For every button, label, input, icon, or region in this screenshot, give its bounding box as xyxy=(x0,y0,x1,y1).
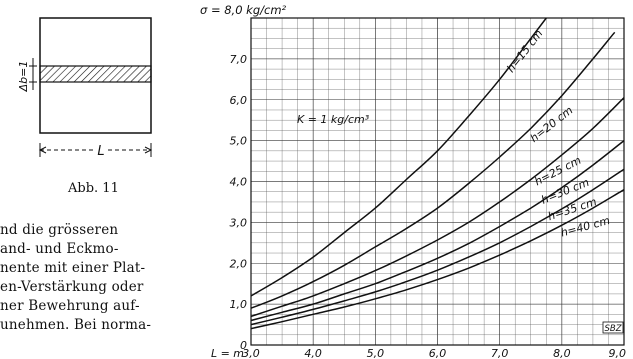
x-tick-label: 6,0 xyxy=(429,347,447,359)
x-tick-label: 7,0 xyxy=(491,347,509,359)
figure-caption: Abb. 11 xyxy=(68,181,119,196)
series-line xyxy=(250,31,616,309)
hatched-strip xyxy=(39,65,152,83)
arrow-right xyxy=(144,146,153,154)
body-line: en-Verstärkung oder xyxy=(0,279,144,295)
x-tick-label: 8,0 xyxy=(553,347,571,359)
x-tick-label: 3,0 xyxy=(242,347,260,359)
y-axis-title: σ = 8,0 kg/cm² xyxy=(200,3,287,17)
stamp-box xyxy=(602,321,624,334)
annotation-k: K = 1 kg/cm³ xyxy=(297,113,370,126)
body-line: and- und Eckmo- xyxy=(0,241,119,257)
strip-diagram: Δb=1 L xyxy=(17,17,153,159)
arrow-left xyxy=(38,146,47,154)
x-axis-prefix: L = m xyxy=(211,347,244,359)
y-tick-label: 1,0 xyxy=(230,298,248,311)
series-line xyxy=(250,168,625,326)
delta-b-label: Δb=1 xyxy=(17,61,30,93)
x-tick-label: 9,0 xyxy=(609,347,627,359)
series-label: h=40 cm xyxy=(559,214,611,240)
plot-frame xyxy=(250,17,625,346)
y-tick-label: 5,0 xyxy=(230,135,248,148)
body-line: nente mit einer Plat- xyxy=(0,260,146,276)
y-tick-label: 2,0 xyxy=(230,257,248,270)
stamp-label: SBZ xyxy=(604,324,621,334)
chart-plot: 0 1,0 2,0 3,0 4,0 5,0 6,0 7,0 3,0 4,0 5,0 6,0 7,0 8,0… xyxy=(200,3,626,359)
y-tick-label: 0 xyxy=(240,339,247,352)
body-line: ner Bewehrung auf- xyxy=(0,298,140,314)
body-line: nd die grösseren xyxy=(0,222,119,238)
x-tick-label: 5,0 xyxy=(367,347,385,359)
y-tick-label: 6,0 xyxy=(230,94,248,107)
body-line: unehmen. Bei norma- xyxy=(0,317,152,331)
y-tick-label: 3,0 xyxy=(230,216,248,229)
series-line xyxy=(250,17,547,297)
series-label: h=15 cm xyxy=(504,27,545,75)
y-tick-label: 7,0 xyxy=(230,53,248,66)
x-tick-label: 4,0 xyxy=(304,347,322,359)
series-line xyxy=(250,97,625,318)
series-line xyxy=(250,140,625,322)
length-label: L xyxy=(97,144,104,159)
y-tick-label: 4,0 xyxy=(230,176,248,189)
series-line xyxy=(250,189,625,330)
